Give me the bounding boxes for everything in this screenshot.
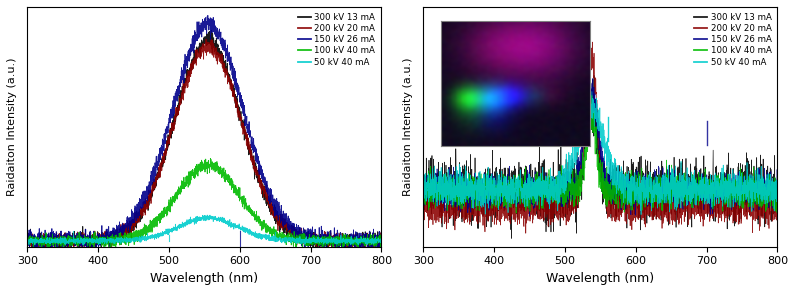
Y-axis label: Raidaiton Intensity (a.u.): Raidaiton Intensity (a.u.) [7,58,17,196]
Legend: 300 kV 13 mA, 200 kV 20 mA, 150 kV 26 mA, 100 kV 40 mA, 50 kV 40 mA: 300 kV 13 mA, 200 kV 20 mA, 150 kV 26 mA… [297,11,377,68]
Legend: 300 kV 13 mA, 200 kV 20 mA, 150 kV 26 mA, 100 kV 40 mA, 50 kV 40 mA: 300 kV 13 mA, 200 kV 20 mA, 150 kV 26 mA… [692,11,774,68]
X-axis label: Wavelength (nm): Wavelength (nm) [150,272,258,285]
Y-axis label: Raidaiton Intensity (a.u.): Raidaiton Intensity (a.u.) [403,58,413,196]
X-axis label: Wavelength (nm): Wavelength (nm) [546,272,654,285]
